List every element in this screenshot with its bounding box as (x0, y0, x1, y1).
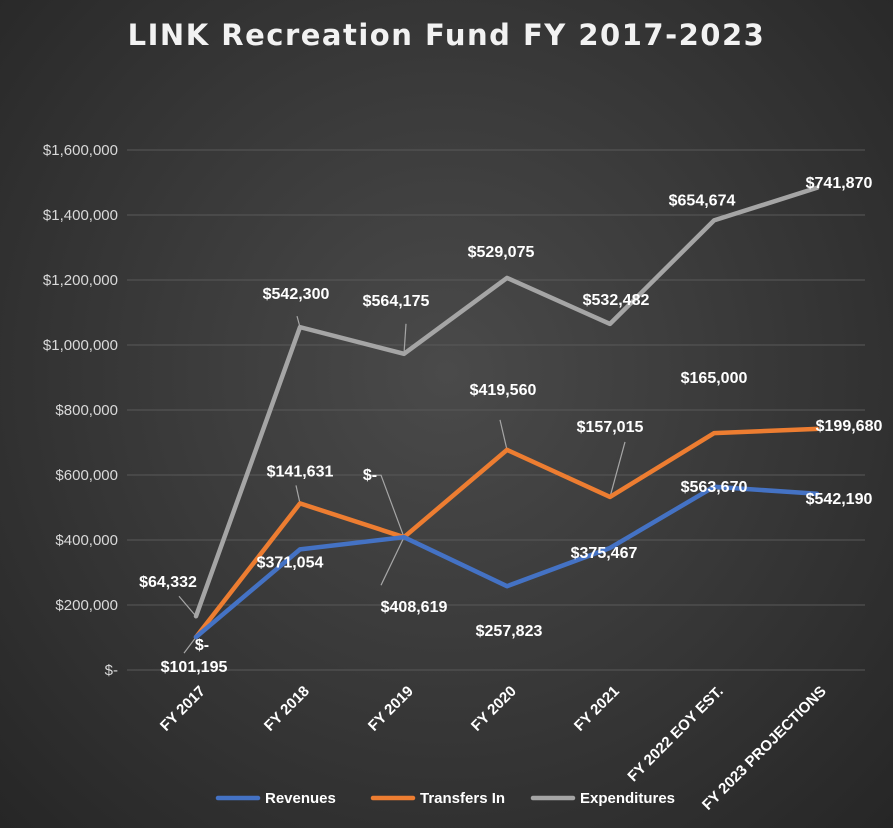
y-tick-label: $1,400,000 (43, 207, 118, 224)
legend-label: Transfers In (420, 790, 505, 807)
x-tick-label: FY 2017 (157, 683, 209, 735)
chart-title: LINK Recreation Fund FY 2017-2023 (127, 18, 766, 52)
data-label: $408,619 (381, 599, 448, 616)
data-label: $371,054 (257, 554, 324, 571)
y-tick-label: $400,000 (55, 532, 118, 549)
data-label: $563,670 (681, 479, 748, 496)
legend-label: Revenues (265, 790, 336, 807)
series-line-revenues (193, 484, 820, 640)
y-tick-label: $- (105, 662, 118, 679)
y-tick-label: $600,000 (55, 467, 118, 484)
series-line-transfers-in (193, 426, 820, 640)
data-label: $165,000 (681, 370, 748, 387)
leader-line (178, 595, 197, 617)
data-label: $375,467 (571, 545, 638, 562)
x-tick-label: FY 2018 (261, 683, 313, 735)
legend-label: Expenditures (580, 790, 675, 807)
series-lines (193, 185, 820, 640)
data-label: $529,075 (468, 244, 535, 261)
data-label: $141,631 (267, 463, 334, 480)
y-tick-label: $800,000 (55, 402, 118, 419)
y-tick-label: $200,000 (55, 597, 118, 614)
data-label: $419,560 (470, 382, 537, 399)
y-tick-label: $1,200,000 (43, 272, 118, 289)
legend: Revenues Transfers In Expenditures (215, 790, 675, 807)
y-tick-label: $1,600,000 (43, 142, 118, 159)
data-label: $542,190 (806, 491, 873, 508)
data-label: $199,680 (816, 418, 883, 435)
x-tick-label: FY 2021 (571, 683, 623, 735)
data-label: $741,870 (806, 175, 873, 192)
series-line-expenditures (193, 185, 820, 619)
data-label: $532,482 (583, 292, 650, 309)
leader-line (295, 485, 301, 504)
leader-line (380, 536, 405, 586)
data-label: $654,674 (669, 192, 736, 209)
x-tick-label: FY 2019 (365, 683, 417, 735)
data-label: $564,175 (363, 293, 430, 310)
data-label: $157,015 (577, 419, 644, 436)
x-tick-label: FY 2022 EOY EST. (624, 683, 726, 785)
data-label: $64,332 (139, 574, 197, 591)
leader-line (609, 441, 626, 498)
y-axis-ticks: $- $200,000 $400,000 $600,000 $800,000 $1,000… (43, 142, 118, 679)
data-labels: $101,195 $371,054 $408,619 $257,823 $375,467… (139, 175, 882, 676)
gridlines (127, 149, 865, 671)
leader-line (403, 323, 407, 354)
data-label: $542,300 (263, 286, 330, 303)
data-label: $101,195 (161, 659, 228, 676)
leader-line (370, 474, 405, 538)
data-label: $257,823 (476, 623, 543, 640)
data-label: $- (195, 637, 209, 654)
x-tick-label: FY 2020 (468, 683, 520, 735)
leader-line (499, 419, 508, 450)
leader-line (183, 636, 197, 654)
y-tick-label: $1,000,000 (43, 337, 118, 354)
data-label: $- (363, 467, 377, 484)
label-leader-lines (178, 315, 626, 654)
